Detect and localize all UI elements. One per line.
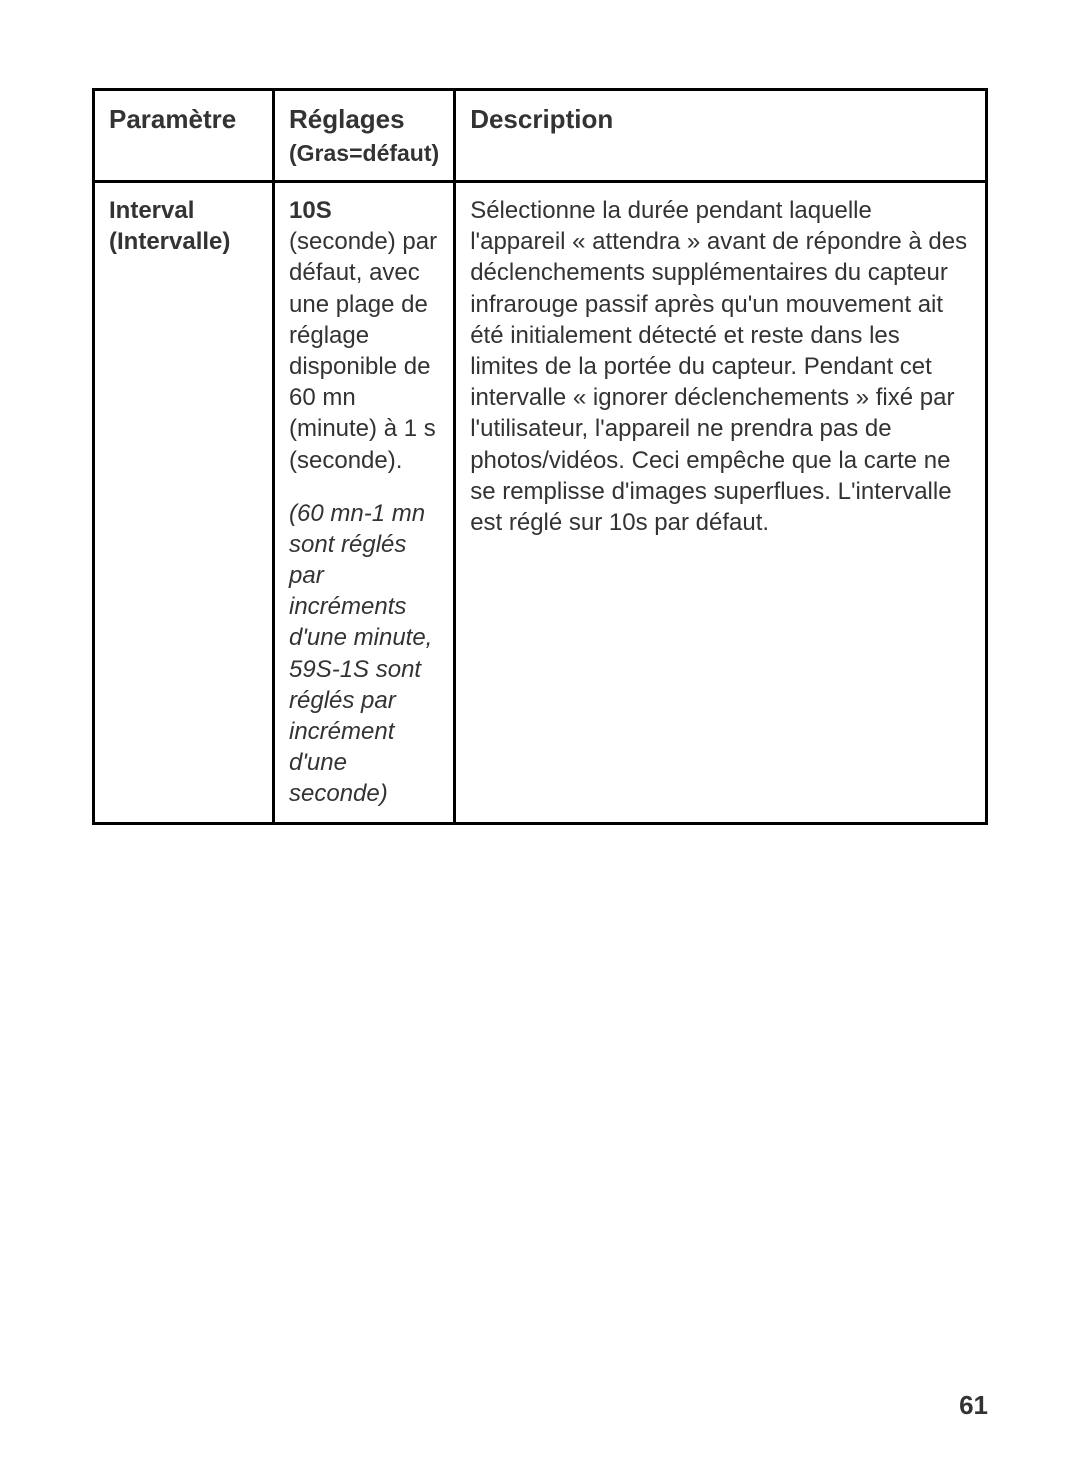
reglages-paragraph-1: 10S (seconde) par défaut, avec une plage… xyxy=(289,195,439,476)
page-number: 61 xyxy=(959,1390,988,1421)
param-name-line2: (Intervalle) xyxy=(109,228,230,255)
header-text: Paramètre xyxy=(109,104,236,134)
header-text: Réglages xyxy=(289,104,405,134)
cell-reglages: 10S (seconde) par défaut, avec une plage… xyxy=(274,182,455,824)
header-parametre: Paramètre xyxy=(94,90,274,182)
header-description: Description xyxy=(455,90,987,182)
cell-description: Sélectionne la durée pendant laquelle l'… xyxy=(455,182,987,824)
parameters-table: Paramètre Réglages (Gras=défaut) Descrip… xyxy=(92,88,988,825)
header-reglages: Réglages (Gras=défaut) xyxy=(274,90,455,182)
reglages-paragraph-2: (60 mn-1 mn sont réglés par incréments d… xyxy=(289,498,439,810)
header-text: Description xyxy=(470,104,613,134)
cell-param: Interval (Intervalle) xyxy=(94,182,274,824)
table-row: Interval (Intervalle) 10S (seconde) par … xyxy=(94,182,987,824)
reglages-default-value: 10S xyxy=(289,197,332,224)
description-text: Sélectionne la durée pendant laquelle l'… xyxy=(470,197,967,536)
table-header-row: Paramètre Réglages (Gras=défaut) Descrip… xyxy=(94,90,987,182)
param-name-line1: Interval xyxy=(109,197,194,224)
reglages-text: (seconde) par défaut, avec une plage de … xyxy=(289,228,437,473)
header-subtext: (Gras=défaut) xyxy=(289,140,439,166)
